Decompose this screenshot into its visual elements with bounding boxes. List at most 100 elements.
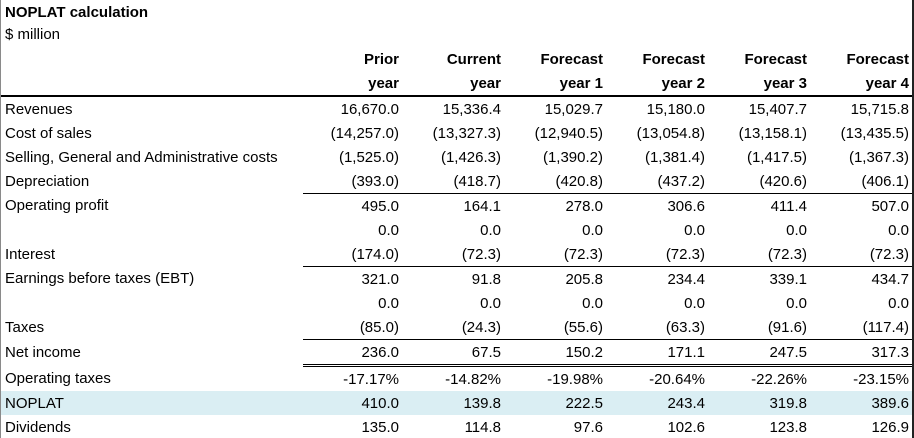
col-header-forecast-year-1-line2[interactable]: year 1 — [507, 71, 609, 97]
cell-taxes-label[interactable]: Taxes — [5, 318, 45, 336]
cell-cost-of-sales-forecast-year-2[interactable]: (13,054.8) — [636, 124, 705, 142]
cell-taxes-current-year[interactable]: (24.3) — [405, 315, 507, 340]
cell-net-income-current-year[interactable]: 67.5 — [405, 339, 507, 367]
cell-operating-taxes-forecast-year-1[interactable]: -19.98% — [547, 370, 603, 388]
cell-revenues-forecast-year-2[interactable]: 15,180.0 — [646, 100, 705, 118]
cell-operating-profit-forecast-year-4[interactable]: 507.0 — [871, 197, 909, 215]
cell-ebt-forecast-year-3[interactable]: 339.1 — [769, 270, 807, 288]
cell-interest-forecast-year-1[interactable]: (72.3) — [507, 242, 609, 267]
cell-depreciation-forecast-year-2[interactable]: (437.2) — [609, 169, 711, 194]
cell-adjustment-1-forecast-year-1[interactable]: 0.0 — [582, 221, 603, 239]
cell-cost-of-sales-prior-year[interactable]: (14,257.0) — [330, 124, 399, 142]
cell-revenues-forecast-year-3[interactable]: 15,407.7 — [748, 100, 807, 118]
cell-noplat-forecast-year-2[interactable]: 243.4 — [609, 391, 711, 415]
cell-operating-taxes-current-year[interactable]: -14.82% — [445, 370, 501, 388]
cell-adjustment-2-current-year[interactable]: 0.0 — [480, 294, 501, 312]
col-header-current-year-line1[interactable]: Current — [446, 51, 501, 68]
cell-net-income-forecast-year-4[interactable]: 317.3 — [813, 339, 912, 367]
col-header-forecast-year-2-line1[interactable]: Forecast — [642, 51, 705, 68]
cell-interest-forecast-year-4[interactable]: (72.3) — [813, 242, 912, 267]
cell-dividends-label[interactable]: Dividends — [5, 418, 71, 436]
cell-noplat-forecast-year-4[interactable]: 389.6 — [813, 391, 912, 415]
cell-operating-profit-prior-year[interactable]: 495.0 — [361, 197, 399, 215]
cell-adjustment-2-prior-year[interactable]: 0.0 — [378, 294, 399, 312]
col-header-forecast-year-3-line1[interactable]: Forecast — [744, 51, 807, 68]
cell-ebt-label[interactable]: Earnings before taxes (EBT) — [5, 270, 195, 288]
col-header-forecast-year-4-line2[interactable]: year 4 — [813, 71, 912, 97]
cell-sga-costs-forecast-year-4[interactable]: (1,367.3) — [848, 148, 909, 166]
cell-taxes-forecast-year-2[interactable]: (63.3) — [609, 315, 711, 340]
cell-ebt-forecast-year-1[interactable]: 205.8 — [565, 270, 603, 288]
col-header-prior-year-line1[interactable]: Prior — [363, 51, 399, 68]
cell-cost-of-sales-forecast-year-1[interactable]: (12,940.5) — [534, 124, 603, 142]
cell-adjustment-1-forecast-year-4[interactable]: 0.0 — [888, 221, 909, 239]
cell-revenues-label[interactable]: Revenues — [5, 100, 73, 118]
cell-noplat-current-year[interactable]: 139.8 — [405, 391, 507, 415]
cell-sga-costs-prior-year[interactable]: (1,525.0) — [338, 148, 399, 166]
cell-adjustment-2-forecast-year-4[interactable]: 0.0 — [888, 294, 909, 312]
cell-adjustment-2-forecast-year-2[interactable]: 0.0 — [684, 294, 705, 312]
cell-operating-profit-forecast-year-2[interactable]: 306.6 — [667, 197, 705, 215]
cell-dividends-forecast-year-4[interactable]: 126.9 — [871, 418, 909, 436]
cell-noplat-prior-year[interactable]: 410.0 — [303, 391, 405, 415]
col-header-forecast-year-3-line2[interactable]: year 3 — [711, 71, 813, 97]
cell-ebt-current-year[interactable]: 91.8 — [471, 270, 501, 288]
cell-sga-costs-forecast-year-1[interactable]: (1,390.2) — [542, 148, 603, 166]
cell-net-income-forecast-year-2[interactable]: 171.1 — [609, 339, 711, 367]
cell-net-income-forecast-year-3[interactable]: 247.5 — [711, 339, 813, 367]
cell-depreciation-forecast-year-3[interactable]: (420.6) — [711, 169, 813, 194]
cell-revenues-current-year[interactable]: 15,336.4 — [442, 100, 501, 118]
col-header-forecast-year-4-line1[interactable]: Forecast — [846, 51, 909, 68]
cell-interest-label[interactable]: Interest — [5, 245, 56, 263]
cell-sga-costs-current-year[interactable]: (1,426.3) — [440, 148, 501, 166]
cell-adjustment-2-label[interactable] — [1, 291, 303, 315]
cell-ebt-forecast-year-2[interactable]: 234.4 — [667, 270, 705, 288]
cell-adjustment-1-current-year[interactable]: 0.0 — [480, 221, 501, 239]
cell-revenues-forecast-year-4[interactable]: 15,715.8 — [850, 100, 909, 118]
cell-taxes-forecast-year-1[interactable]: (55.6) — [507, 315, 609, 340]
cell-dividends-forecast-year-2[interactable]: 102.6 — [667, 418, 705, 436]
cell-sga-costs-forecast-year-2[interactable]: (1,381.4) — [644, 148, 705, 166]
cell-net-income-label[interactable]: Net income — [5, 344, 81, 361]
cell-operating-taxes-forecast-year-2[interactable]: -20.64% — [649, 370, 705, 388]
cell-ebt-prior-year[interactable]: 321.0 — [361, 270, 399, 288]
cell-operating-profit-current-year[interactable]: 164.1 — [463, 197, 501, 215]
cell-dividends-prior-year[interactable]: 135.0 — [361, 418, 399, 436]
cell-cost-of-sales-forecast-year-4[interactable]: (13,435.5) — [840, 124, 909, 142]
cell-noplat-forecast-year-1[interactable]: 222.5 — [507, 391, 609, 415]
cell-adjustment-1-label[interactable] — [1, 218, 303, 242]
col-header-current-year-line2[interactable]: year — [405, 71, 507, 97]
cell-revenues-forecast-year-1[interactable]: 15,029.7 — [544, 100, 603, 118]
cell-dividends-forecast-year-1[interactable]: 97.6 — [573, 418, 603, 436]
cell-depreciation-forecast-year-4[interactable]: (406.1) — [813, 169, 912, 194]
cell-operating-profit-label[interactable]: Operating profit — [5, 197, 109, 215]
col-header-prior-year-line2[interactable]: year — [303, 71, 405, 97]
cell-interest-forecast-year-3[interactable]: (72.3) — [711, 242, 813, 267]
cell-cost-of-sales-label[interactable]: Cost of sales — [5, 124, 92, 142]
cell-adjustment-1-forecast-year-3[interactable]: 0.0 — [786, 221, 807, 239]
cell-noplat-label[interactable]: NOPLAT — [1, 391, 303, 415]
cell-operating-taxes-forecast-year-3[interactable]: -22.26% — [751, 370, 807, 388]
cell-sga-costs-forecast-year-3[interactable]: (1,417.5) — [746, 148, 807, 166]
cell-adjustment-2-forecast-year-3[interactable]: 0.0 — [786, 294, 807, 312]
cell-operating-taxes-prior-year[interactable]: -17.17% — [343, 370, 399, 388]
cell-depreciation-label[interactable]: Depreciation — [5, 172, 90, 190]
cell-operating-profit-forecast-year-3[interactable]: 411.4 — [770, 197, 807, 215]
cell-depreciation-prior-year[interactable]: (393.0) — [303, 169, 405, 194]
col-header-forecast-year-2-line2[interactable]: year 2 — [609, 71, 711, 97]
cell-dividends-forecast-year-3[interactable]: 123.8 — [769, 418, 807, 436]
cell-ebt-forecast-year-4[interactable]: 434.7 — [871, 270, 909, 288]
cell-operating-profit-forecast-year-1[interactable]: 278.0 — [565, 197, 603, 215]
cell-sga-costs-label[interactable]: Selling, General and Administrative cost… — [5, 148, 278, 166]
cell-interest-current-year[interactable]: (72.3) — [405, 242, 507, 267]
cell-interest-prior-year[interactable]: (174.0) — [303, 242, 405, 267]
cell-dividends-current-year[interactable]: 114.8 — [464, 418, 501, 436]
cell-taxes-prior-year[interactable]: (85.0) — [303, 315, 405, 340]
cell-net-income-prior-year[interactable]: 236.0 — [303, 339, 405, 367]
cell-operating-taxes-forecast-year-4[interactable]: -23.15% — [853, 370, 909, 388]
cell-depreciation-forecast-year-1[interactable]: (420.8) — [507, 169, 609, 194]
cell-operating-taxes-label[interactable]: Operating taxes — [5, 369, 111, 387]
cell-adjustment-1-prior-year[interactable]: 0.0 — [378, 221, 399, 239]
col-header-forecast-year-1-line1[interactable]: Forecast — [540, 51, 603, 68]
cell-net-income-forecast-year-1[interactable]: 150.2 — [507, 339, 609, 367]
